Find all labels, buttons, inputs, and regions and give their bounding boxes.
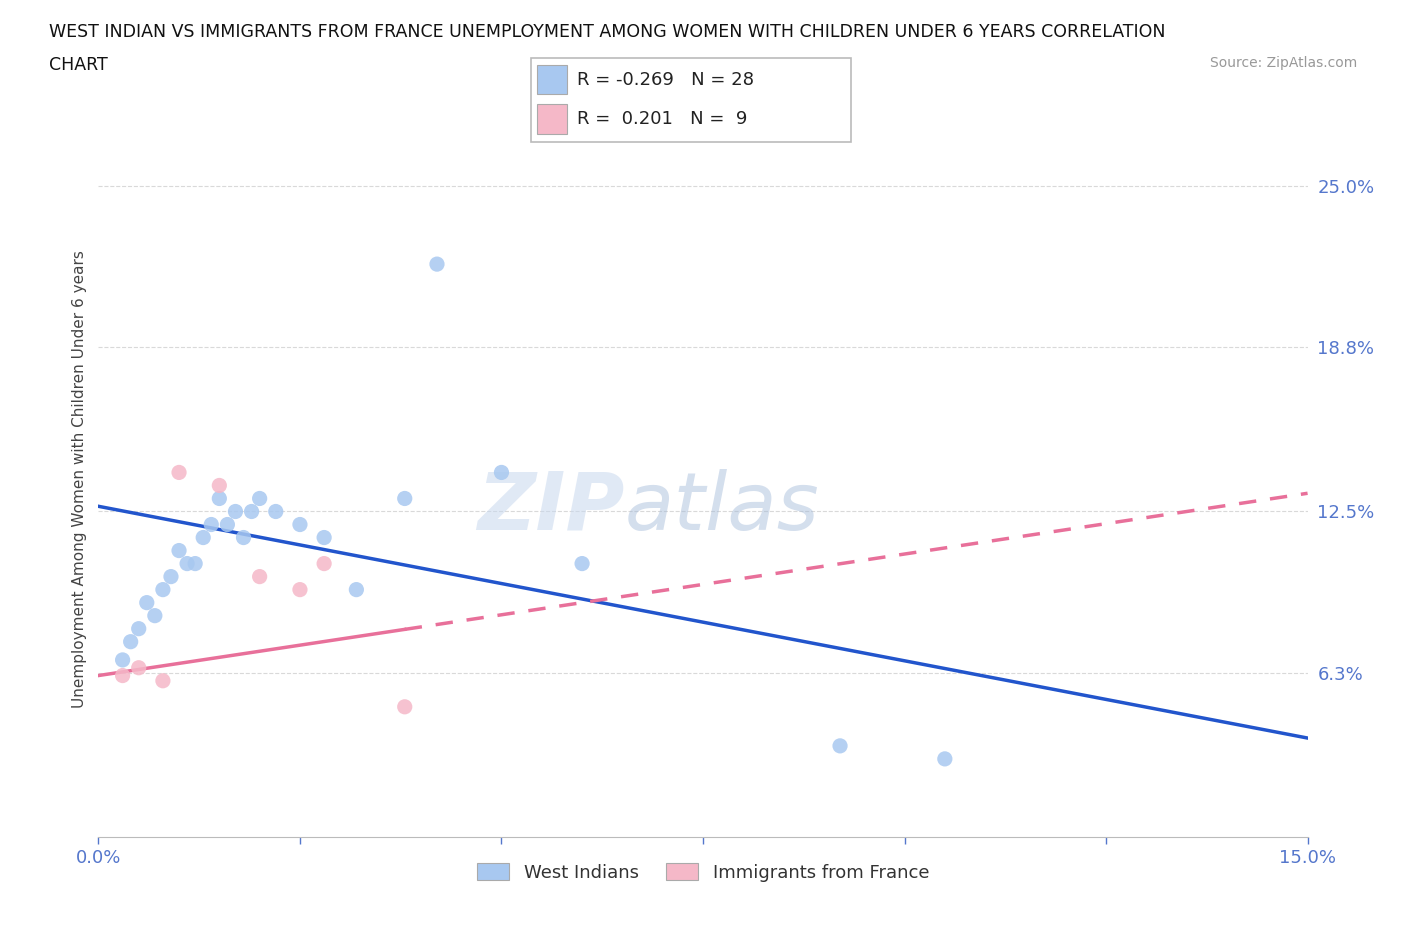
Point (128, 660, 150, 675)
FancyBboxPatch shape (530, 59, 851, 142)
Text: Source: ZipAtlas.com: Source: ZipAtlas.com (1209, 56, 1357, 70)
Point (249, 491, 271, 506)
Point (394, 491, 416, 506)
Point (491, 465, 513, 480)
Point (128, 621, 150, 636)
Text: atlas: atlas (624, 469, 820, 547)
Point (152, 582, 174, 597)
Point (232, 530, 254, 545)
Point (344, 582, 367, 597)
Point (152, 673, 174, 688)
Point (143, 608, 166, 623)
Point (120, 634, 142, 649)
Point (193, 530, 215, 545)
Point (314, 556, 336, 571)
Point (200, 517, 222, 532)
Point (176, 556, 198, 571)
Text: WEST INDIAN VS IMMIGRANTS FROM FRANCE UNEMPLOYMENT AMONG WOMEN WITH CHILDREN UND: WEST INDIAN VS IMMIGRANTS FROM FRANCE UN… (49, 23, 1166, 41)
Point (249, 569, 271, 584)
Point (571, 556, 593, 571)
FancyBboxPatch shape (537, 65, 567, 94)
Point (160, 569, 183, 584)
Point (264, 504, 287, 519)
Point (111, 653, 134, 668)
Point (167, 543, 190, 558)
Point (828, 738, 851, 753)
Legend: West Indians, Immigrants from France: West Indians, Immigrants from France (470, 856, 936, 889)
Text: ZIP: ZIP (477, 469, 624, 547)
Point (288, 582, 311, 597)
Point (394, 699, 416, 714)
Point (224, 504, 246, 519)
Point (111, 668, 134, 683)
Text: R = -0.269   N = 28: R = -0.269 N = 28 (576, 71, 754, 88)
Point (208, 478, 231, 493)
Point (240, 504, 263, 519)
Point (288, 517, 311, 532)
Point (426, 257, 449, 272)
Point (184, 556, 207, 571)
Point (217, 517, 239, 532)
Point (167, 465, 190, 480)
Point (934, 751, 956, 766)
FancyBboxPatch shape (537, 104, 567, 134)
Point (208, 491, 231, 506)
Point (135, 595, 157, 610)
Y-axis label: Unemployment Among Women with Children Under 6 years: Unemployment Among Women with Children U… (72, 250, 87, 708)
Point (314, 530, 336, 545)
Text: R =  0.201   N =  9: R = 0.201 N = 9 (576, 111, 747, 128)
Text: CHART: CHART (49, 56, 108, 73)
